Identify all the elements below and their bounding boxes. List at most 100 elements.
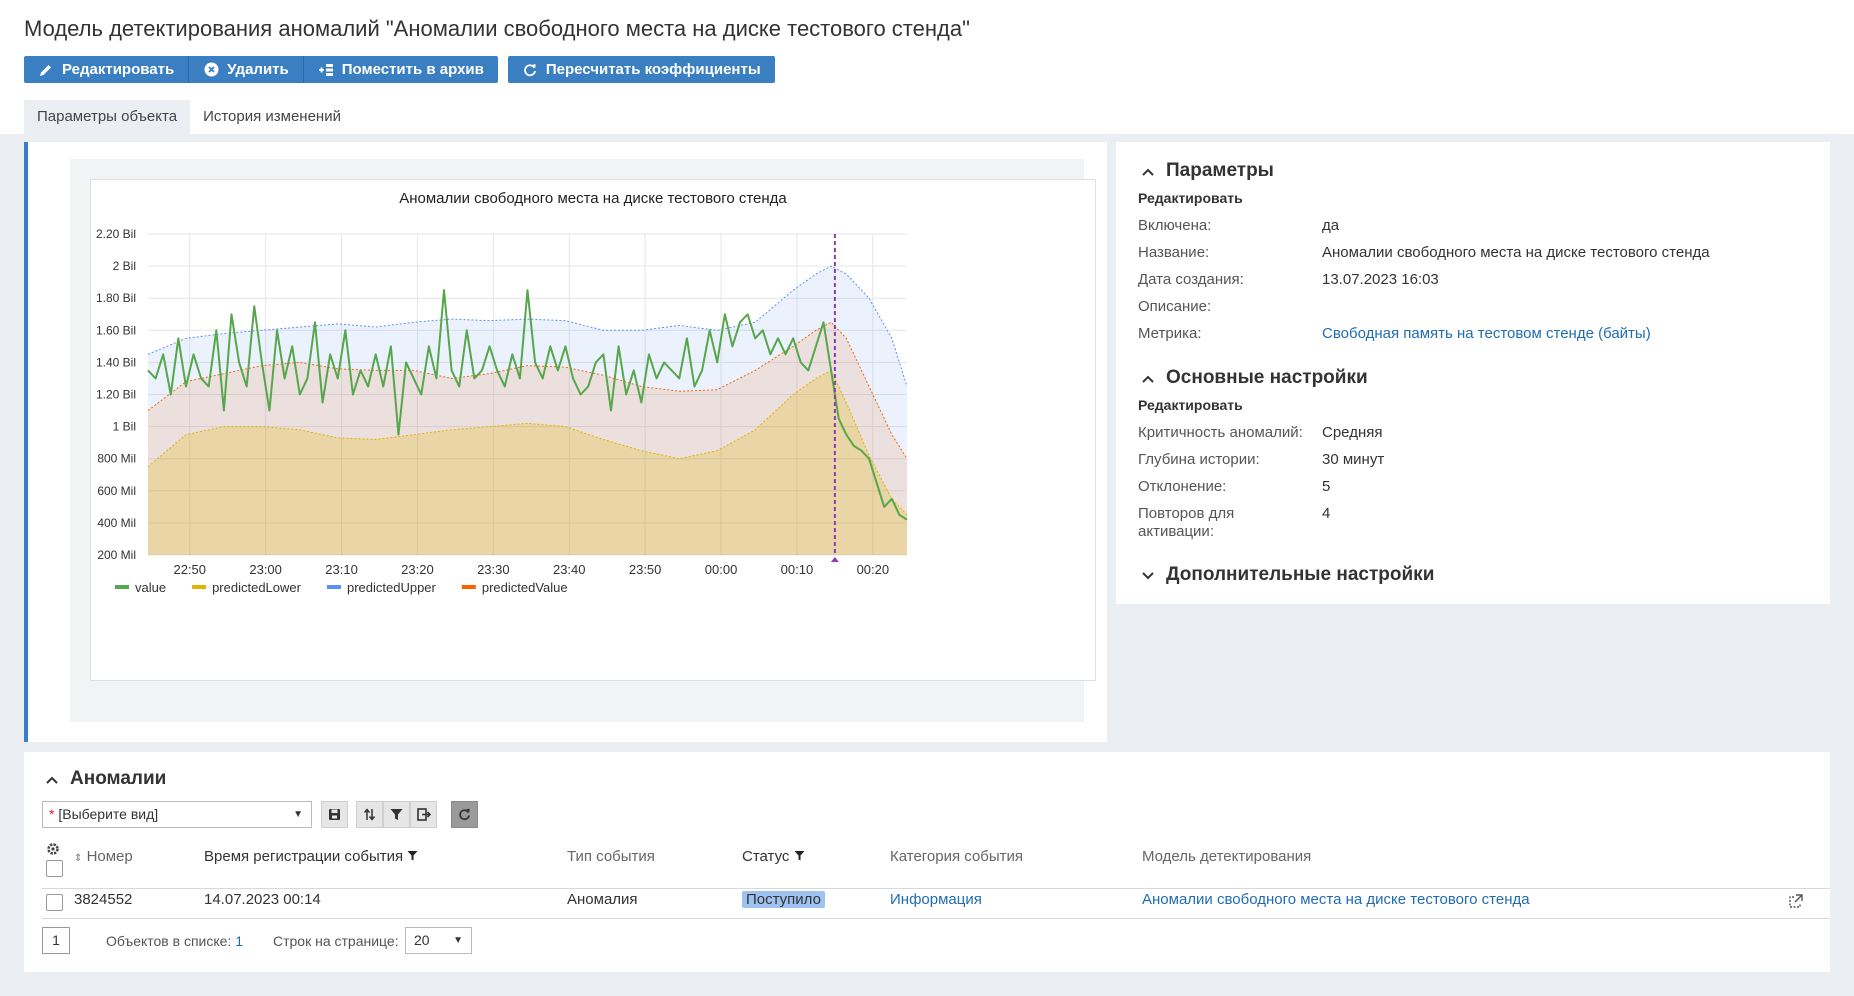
column-header-number[interactable]: ⇕ Номер [74, 848, 133, 865]
anomaly-marker-icon [830, 557, 839, 562]
anomalies-card: Аномалии * [Выберите вид] ▼ ⇕ Номер Врем… [24, 752, 1830, 972]
x-tick-label: 23:20 [401, 562, 434, 577]
column-header-time[interactable]: Время регистрации события [204, 848, 418, 865]
cell-time: 14.07.2023 00:14 [204, 891, 321, 908]
rows-per-page-select[interactable]: 20 ▼ [405, 927, 472, 954]
open-link-icon[interactable] [1788, 893, 1804, 913]
y-tick-label: 800 Mil [97, 452, 136, 466]
column-header-type[interactable]: Тип события [567, 848, 655, 865]
row-divider [42, 918, 1830, 919]
series-line-value [147, 289, 908, 521]
legend-swatch-predictedUpper [326, 585, 341, 589]
x-tick-label: 23:40 [553, 562, 586, 577]
main-settings-heading: Основные настройки [1166, 367, 1368, 388]
sort-button[interactable] [356, 801, 383, 828]
legend-swatch-value [115, 585, 129, 589]
parameters-edit-link[interactable]: Редактировать [1138, 190, 1243, 206]
y-tick-label: 1 Bil [113, 420, 136, 434]
setting-label: Повторов для активации: [1138, 505, 1235, 540]
status-badge: Поступило [742, 891, 825, 908]
y-tick-label: 200 Mil [97, 548, 136, 562]
chart-card: 200 Mil 400 Mil 600 Mil 800 Mil 1 Bil 1.20 Bi… [24, 142, 1107, 742]
column-header-label: Номер [86, 848, 133, 865]
series-line-predictedUpper [147, 265, 908, 387]
object-count-value: 1 [235, 933, 244, 949]
delete-button[interactable]: Удалить [189, 56, 304, 83]
delete-button-label: Удалить [227, 61, 289, 78]
refresh-button[interactable] [451, 801, 478, 828]
param-label: Дата создания: [1138, 271, 1244, 288]
main-settings-edit-link[interactable]: Редактировать [1138, 397, 1243, 413]
save-view-button[interactable] [321, 801, 348, 828]
view-select[interactable]: * [Выберите вид] ▼ [42, 801, 312, 828]
legend-label-predictedValue: predictedValue [482, 580, 568, 595]
page-number-button[interactable]: 1 [42, 927, 70, 954]
x-tick-label: 00:00 [705, 562, 738, 577]
chevron-up-icon [1140, 163, 1156, 179]
y-tick-label: 600 Mil [97, 484, 136, 498]
series-area-predictedLower [148, 370, 907, 555]
category-link[interactable]: Информация [890, 891, 982, 908]
setting-label: Критичность аномалий: [1138, 424, 1303, 441]
rows-per-page-label: Строк на странице: [273, 933, 399, 949]
column-header-model[interactable]: Модель детектирования [1142, 848, 1312, 865]
column-header-label: Статус [742, 848, 790, 865]
chevron-down-icon [1140, 567, 1156, 583]
archive-button[interactable]: Поместить в архив [303, 56, 498, 83]
y-tick-label: 1.60 Bil [96, 323, 136, 337]
export-icon [416, 808, 431, 821]
object-count-label: Объектов в списке: [106, 933, 232, 949]
close-circle-icon [203, 62, 219, 78]
header-divider [42, 888, 1830, 889]
parameters-section-header[interactable]: Параметры [1140, 160, 1274, 182]
page-title: Модель детектирования аномалий "Аномалии… [24, 16, 970, 41]
series-line-predictedLower [147, 369, 908, 516]
sort-icon: ⇕ [74, 853, 83, 864]
series-area-predictedValue [148, 322, 907, 555]
legend-swatch-predictedLower [192, 585, 207, 589]
anomalies-heading: Аномалии [70, 768, 167, 789]
series-area-predictedUpper [148, 266, 907, 555]
setting-value: Средняя [1322, 424, 1383, 441]
cell-type: Аномалия [567, 891, 638, 908]
chart-container: 200 Mil 400 Mil 600 Mil 800 Mil 1 Bil 1.20 Bi… [70, 159, 1096, 722]
anomalies-section-header[interactable]: Аномалии [44, 768, 166, 790]
dropdown-arrow-icon: ▼ [453, 935, 463, 946]
filter-icon [794, 851, 805, 861]
y-tick-label: 1.40 Bil [96, 355, 136, 369]
chevron-up-icon [44, 771, 60, 787]
tab-object-parameters[interactable]: Параметры объекта [24, 100, 191, 134]
edit-button[interactable]: Редактировать [24, 56, 190, 83]
metric-link[interactable]: Свободная память на тестовом стенде (бай… [1322, 325, 1651, 342]
recalculate-button[interactable]: Пересчитать коэффициенты [507, 56, 775, 83]
model-link[interactable]: Аномалии свободного места на диске тесто… [1142, 891, 1530, 908]
param-value: да [1322, 217, 1340, 234]
y-tick-label: 400 Mil [97, 516, 136, 530]
y-tick-label: 2.20 Bil [96, 227, 136, 241]
parameters-card: Параметры Редактировать Включена: да Наз… [1116, 142, 1830, 604]
export-button[interactable] [410, 801, 437, 828]
row-checkbox[interactable] [46, 894, 63, 911]
extra-settings-section-header[interactable]: Дополнительные настройки [1140, 564, 1434, 586]
toolbar: Редактировать Удалить Поместить в архив … [24, 56, 775, 83]
param-value: Аномалии свободного места на диске тесто… [1322, 244, 1710, 261]
param-label: Метрика: [1138, 325, 1202, 342]
column-settings-icon[interactable] [46, 842, 60, 860]
column-header-status[interactable]: Статус [742, 848, 805, 865]
archive-button-label: Поместить в архив [341, 61, 484, 78]
select-all-checkbox[interactable] [46, 860, 63, 877]
refresh-icon [522, 62, 538, 78]
rows-per-page-value: 20 [414, 932, 430, 948]
chart-title: Аномалии свободного места на диске тесто… [399, 190, 787, 207]
main-settings-section-header[interactable]: Основные настройки [1140, 367, 1368, 389]
parameters-heading: Параметры [1166, 160, 1274, 181]
param-value: 13.07.2023 16:03 [1322, 271, 1439, 288]
column-header-category[interactable]: Категория события [890, 848, 1024, 865]
y-tick-label: 1.80 Bil [96, 291, 136, 305]
filter-button[interactable] [383, 801, 410, 828]
archive-icon [318, 62, 334, 78]
legend-label-predictedLower: predictedLower [212, 580, 302, 595]
pencil-icon [38, 62, 54, 78]
tab-change-history[interactable]: История изменений [203, 108, 341, 125]
x-tick-label: 22:50 [173, 562, 206, 577]
